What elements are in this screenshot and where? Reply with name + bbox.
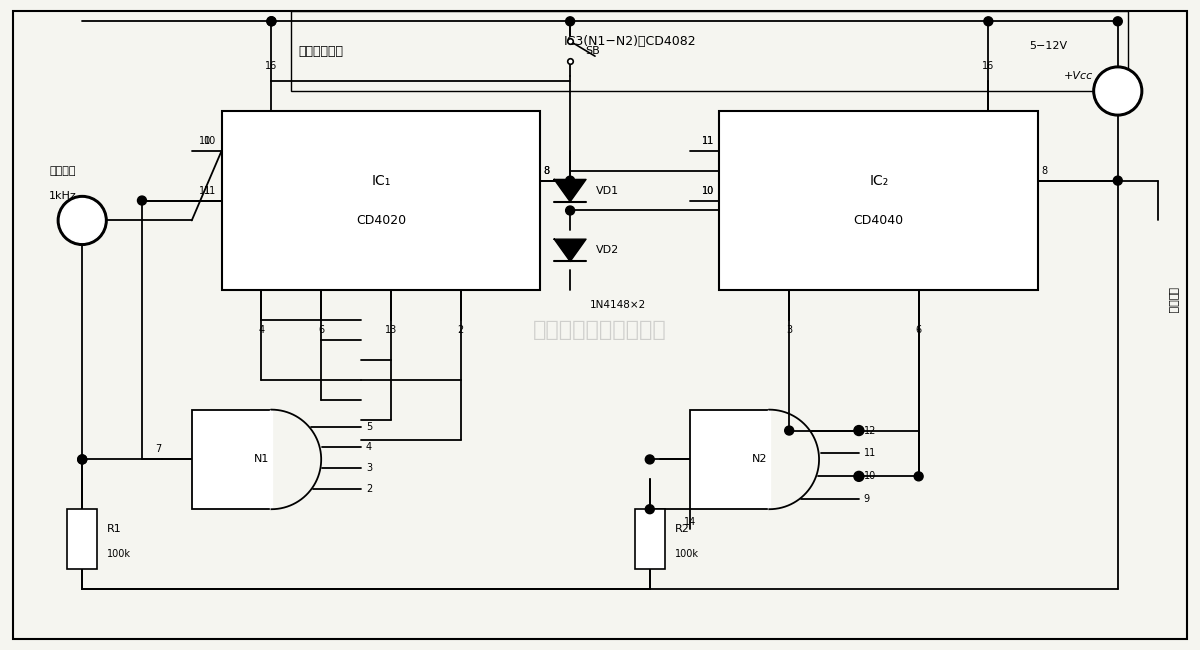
Bar [192,410,271,509]
Bar [67,509,97,569]
Text: 3: 3 [366,463,372,473]
Circle shape [1114,176,1122,185]
Text: 10: 10 [702,185,714,196]
Circle shape [60,198,104,242]
Text: 11: 11 [702,136,714,146]
Circle shape [984,17,992,26]
Circle shape [1096,69,1140,113]
Circle shape [646,455,654,464]
Circle shape [854,426,864,436]
Circle shape [785,426,793,435]
Text: IC3(N1−N2)；CD4082: IC3(N1−N2)；CD4082 [564,34,696,47]
Text: 10: 10 [864,471,876,482]
Text: 16: 16 [265,61,277,71]
Circle shape [1114,17,1122,26]
Polygon shape [554,239,586,261]
Circle shape [78,455,86,464]
Text: CD4020: CD4020 [356,214,406,227]
Circle shape [76,213,89,228]
Text: 11: 11 [204,185,217,196]
Text: 9: 9 [864,494,870,504]
Text: VD2: VD2 [596,245,619,255]
Bar [635,509,665,569]
Text: 10: 10 [702,185,714,196]
Bar [222,111,540,290]
Text: 2: 2 [366,484,372,494]
Text: 11: 11 [702,136,714,146]
Text: 10: 10 [204,136,217,146]
Text: CD4040: CD4040 [853,214,904,227]
Text: 1N4148×2: 1N4148×2 [590,300,647,310]
Circle shape [1093,66,1142,116]
Text: R2: R2 [674,524,690,534]
Text: 复原按鈕开关: 复原按鈕开关 [299,45,343,58]
Circle shape [565,206,575,215]
Circle shape [266,17,276,26]
Circle shape [78,455,86,464]
Bar [690,410,769,509]
Text: 4: 4 [258,325,264,335]
Text: 13: 13 [385,325,397,335]
Circle shape [914,472,923,481]
Text: IC₂: IC₂ [869,174,888,188]
Circle shape [266,17,276,26]
Text: 时钟输出: 时钟输出 [1168,287,1177,313]
Text: 5−12V: 5−12V [1030,41,1067,51]
Text: 11: 11 [864,448,876,458]
Circle shape [565,176,575,185]
Text: 8: 8 [544,166,550,176]
Text: SB: SB [586,46,600,56]
Bar [720,111,1038,290]
Text: VD1: VD1 [596,186,619,196]
Text: 8: 8 [1042,166,1048,176]
Text: N1: N1 [253,454,269,464]
Text: 5: 5 [366,422,372,432]
Circle shape [565,17,575,26]
Circle shape [854,471,864,482]
Text: 14: 14 [684,517,696,527]
Text: 6: 6 [318,325,324,335]
Text: 100k: 100k [674,549,698,559]
Text: R1: R1 [107,524,122,534]
Text: IC₁: IC₁ [371,174,391,188]
Text: 4: 4 [366,443,372,452]
Text: 2: 2 [457,325,463,335]
Text: 11: 11 [199,185,211,196]
Text: 8: 8 [544,166,550,176]
Text: 杭州将睽科技有限公司: 杭州将睽科技有限公司 [533,320,667,340]
Circle shape [58,196,107,245]
Text: 时鍷输入: 时鍷输入 [49,166,76,176]
Polygon shape [554,179,586,202]
Circle shape [646,505,654,514]
Text: 10: 10 [199,136,211,146]
Text: 7: 7 [156,445,162,454]
Text: 12: 12 [864,426,876,436]
Text: 16: 16 [983,61,995,71]
Text: +Vᴄᴄ: +Vᴄᴄ [1063,71,1092,81]
Text: 1kHz: 1kHz [48,190,76,201]
Text: 6: 6 [916,325,922,335]
Text: 100k: 100k [107,549,131,559]
Circle shape [138,196,146,205]
Text: N2: N2 [751,454,767,464]
Text: 3: 3 [786,325,792,335]
